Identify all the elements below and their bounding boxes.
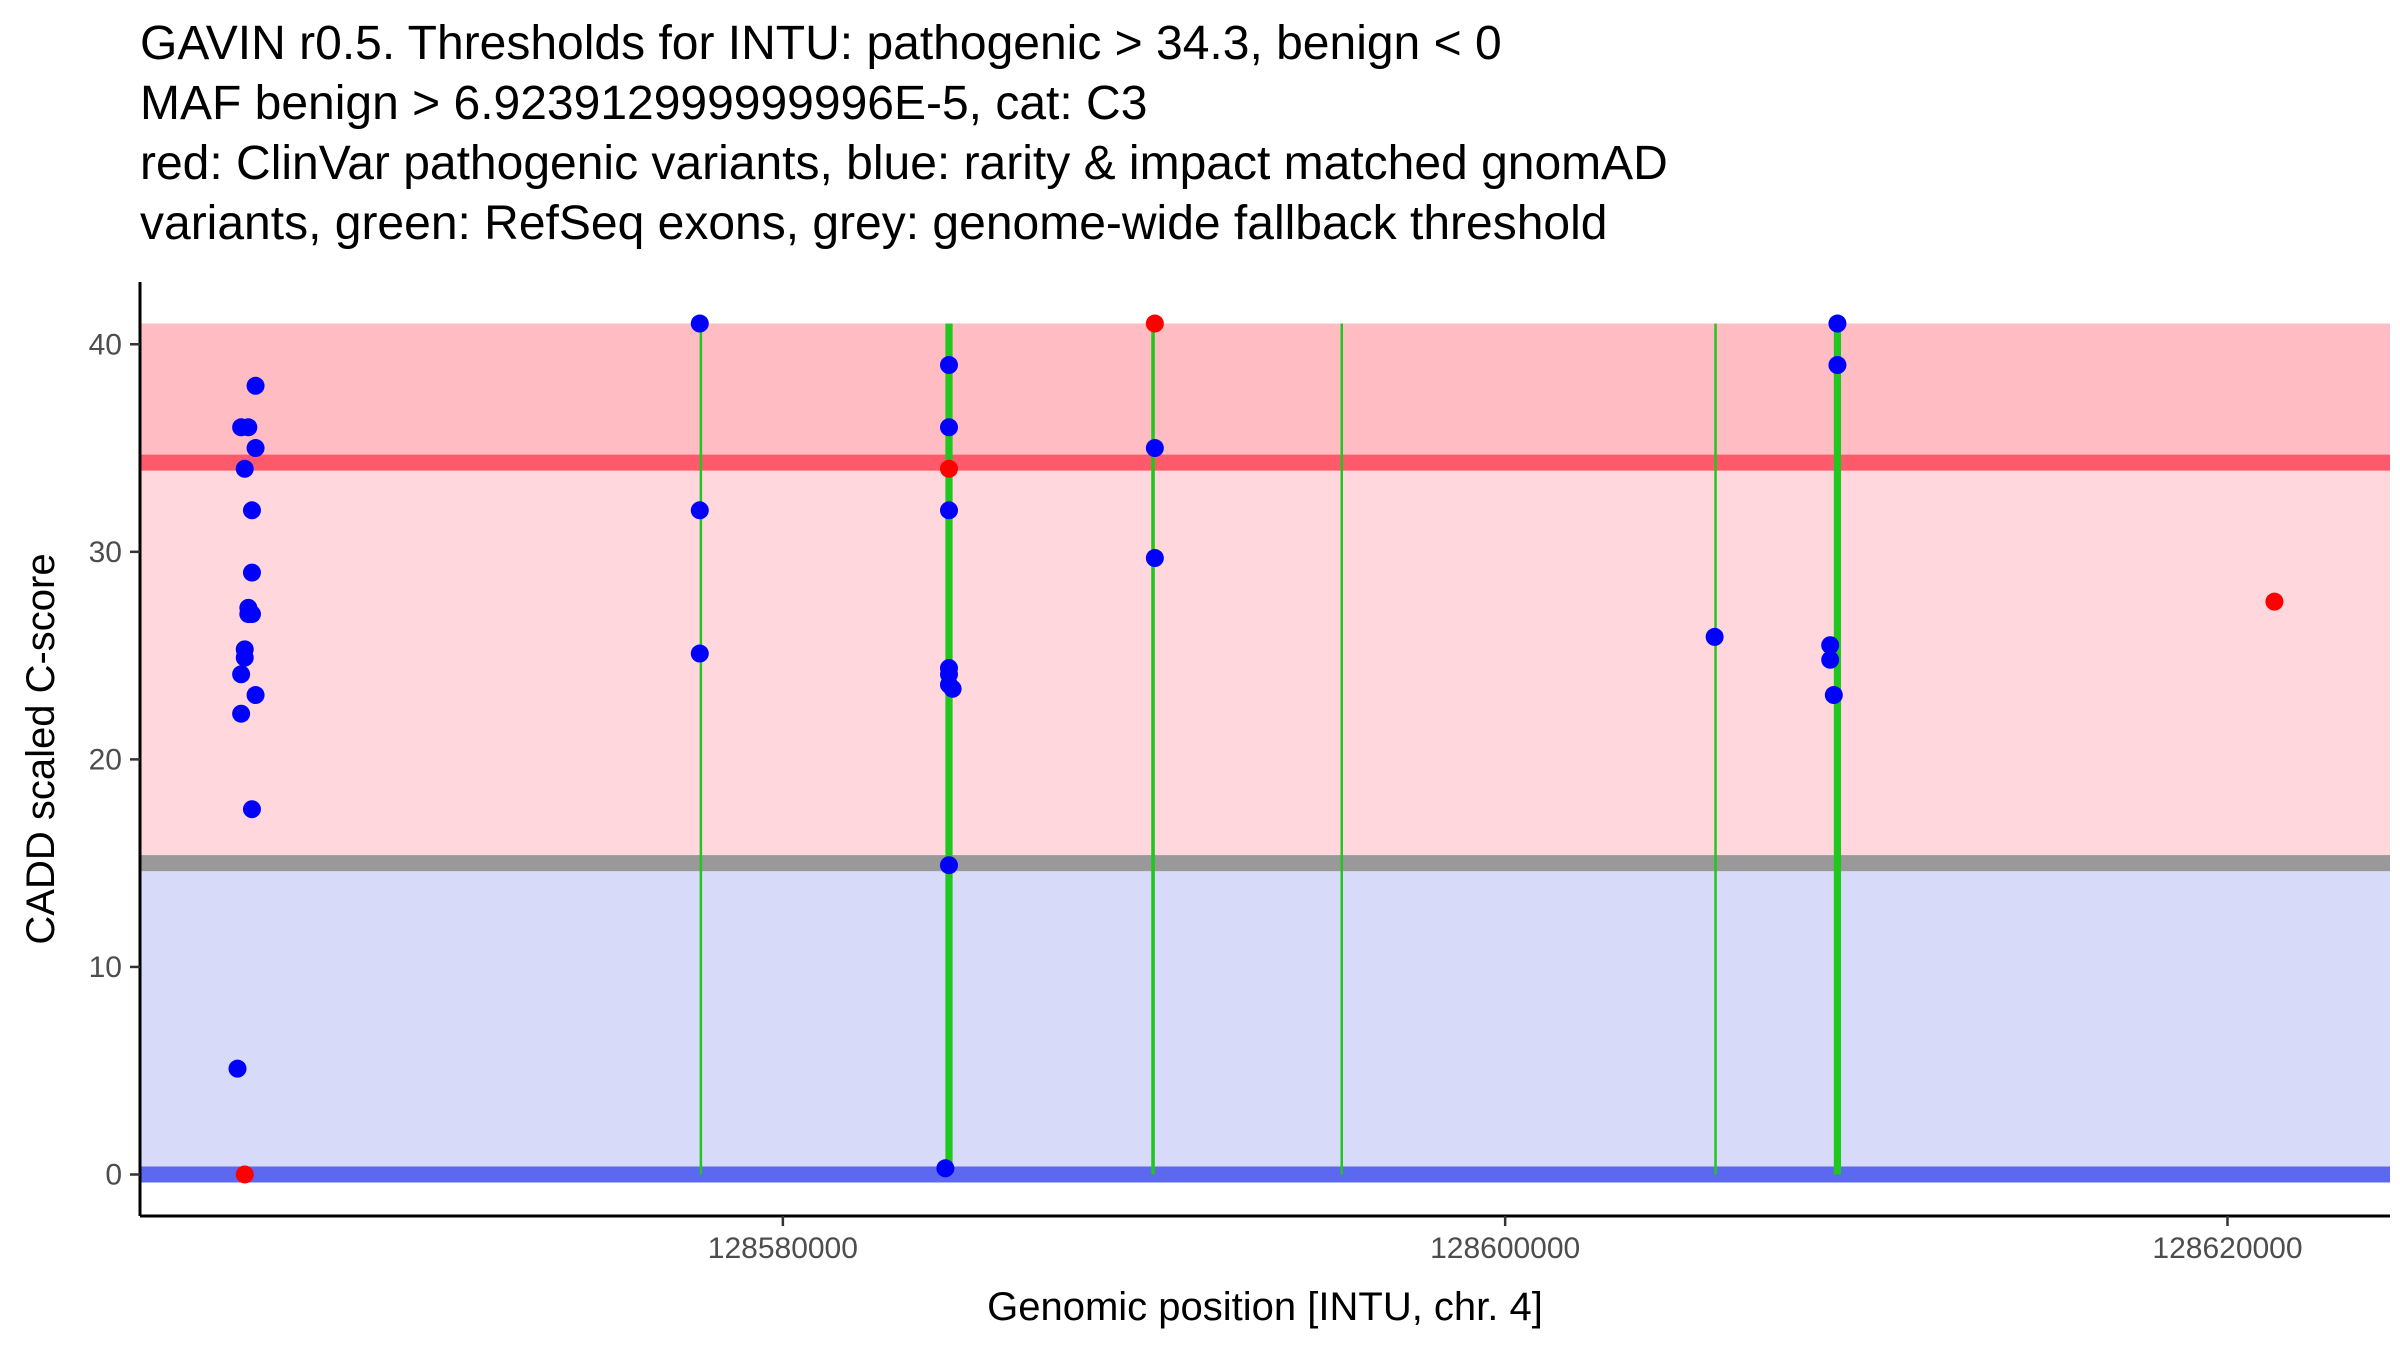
- exon-line-6: [1833, 323, 1842, 1175]
- background-bands: [140, 323, 2390, 1175]
- x-tick-label-3: 128620000: [2152, 1232, 2302, 1265]
- gnomad-point-33: [1821, 636, 1840, 655]
- gnomad-point-15: [232, 704, 251, 723]
- exon-lines: [699, 323, 1842, 1175]
- gnomad-point-3: [239, 418, 258, 437]
- gnomad-point-13: [232, 665, 251, 684]
- gnomad-point-28: [939, 856, 958, 875]
- y-tick-label-2: 10: [89, 951, 122, 984]
- exon-line-1: [699, 323, 703, 1175]
- y-tick-label-5: 40: [89, 328, 122, 361]
- exon-line-4: [1340, 323, 1343, 1175]
- variant-points: [228, 314, 2284, 1184]
- gnomad-point-19: [690, 501, 709, 520]
- clinvar-point-3: [1145, 314, 1164, 333]
- y-tick-label-3: 20: [89, 743, 122, 776]
- gnomad-point-37: [1824, 686, 1843, 705]
- exon-line-5: [1714, 323, 1717, 1175]
- y-tick-label-4: 30: [89, 536, 122, 569]
- chart-title-line-1: GAVIN r0.5. Thresholds for INTU: pathoge…: [140, 17, 1502, 70]
- y-tick-label-1: 0: [105, 1158, 122, 1191]
- clinvar-point-1: [235, 1165, 254, 1184]
- exon-line-2: [945, 323, 953, 1175]
- gnomad-point-17: [228, 1059, 247, 1078]
- gnomad-point-27: [943, 679, 962, 698]
- gnomad-point-22: [939, 418, 958, 437]
- x-tick-label-1: 128580000: [708, 1232, 858, 1265]
- gnomad-point-35: [1828, 314, 1847, 333]
- gnomad-point-30: [1145, 439, 1164, 458]
- gnomad-point-10: [242, 605, 261, 624]
- gnomad-point-18: [690, 314, 709, 333]
- chart-title-line-3: red: ClinVar pathogenic variants, blue: …: [140, 137, 1668, 190]
- gnomad-point-23: [939, 501, 958, 520]
- chart-title-line-4: variants, green: RefSeq exons, grey: gen…: [140, 197, 1608, 250]
- pathogenic-region: [140, 323, 2390, 463]
- x-tick-label-2: 128600000: [1430, 1232, 1580, 1265]
- exon-line-3: [1151, 323, 1155, 1175]
- gnomad-point-32: [1705, 627, 1724, 646]
- gnomad-point-7: [242, 563, 261, 582]
- gnomad-point-21: [939, 356, 958, 375]
- gnomad-point-29: [936, 1159, 955, 1178]
- gnomad-point-36: [1828, 356, 1847, 375]
- gnomad-point-12: [235, 648, 254, 667]
- threshold-lines: [140, 454, 2390, 1183]
- axis-ticks: 128580000 128600000 128620000 0 10 20 30 40: [89, 328, 2303, 1265]
- x-axis-title: Genomic position [INTU, chr. 4]: [987, 1285, 1543, 1329]
- intermediate-region: [140, 462, 2390, 864]
- y-axis-title: CADD scaled C-score: [19, 553, 63, 944]
- gnomad-point-14: [246, 686, 265, 705]
- chart-title: GAVIN r0.5. Thresholds for INTU: pathoge…: [140, 14, 2370, 254]
- gnomad-point-20: [690, 644, 709, 663]
- gnomad-point-34: [1821, 650, 1840, 669]
- gnomad-point-16: [242, 800, 261, 819]
- gnomad-point-1: [246, 376, 265, 395]
- gnomad-point-31: [1145, 549, 1164, 568]
- axes: [138, 282, 2390, 1218]
- chart-title-line-2: MAF benign > 6.923912999999996E-5, cat: …: [140, 77, 1148, 130]
- benign-region: [140, 863, 2390, 1175]
- gnomad-point-6: [242, 501, 261, 520]
- clinvar-point-4: [2265, 592, 2284, 611]
- gnomad-point-4: [246, 439, 265, 458]
- clinvar-point-2: [939, 459, 958, 478]
- gnomad-point-5: [235, 459, 254, 478]
